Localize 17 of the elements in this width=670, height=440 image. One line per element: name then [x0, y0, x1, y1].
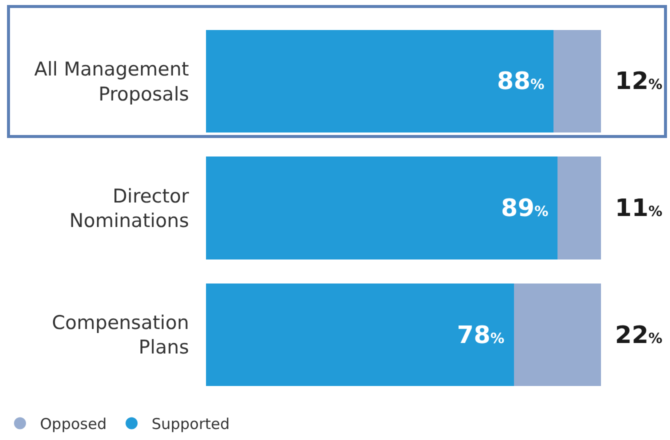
legend-label: Supported — [152, 415, 230, 434]
data-label: 78% — [457, 321, 504, 349]
y-tick-label: Director Nominations — [69, 185, 190, 232]
bar — [558, 156, 601, 260]
bar — [206, 30, 554, 133]
bar — [206, 283, 514, 386]
bar — [554, 30, 601, 133]
bar — [514, 283, 601, 386]
y-tick-label: Compensation Plans — [52, 312, 189, 359]
data-label: 22% — [615, 321, 662, 349]
data-label: 12% — [615, 67, 662, 95]
legend-label: Opposed — [40, 415, 107, 434]
data-label: 89% — [501, 194, 548, 222]
bar — [206, 156, 558, 260]
data-label: 88% — [497, 67, 544, 95]
data-label: 11% — [615, 194, 662, 222]
y-tick-label: All Management Proposals — [34, 58, 189, 106]
